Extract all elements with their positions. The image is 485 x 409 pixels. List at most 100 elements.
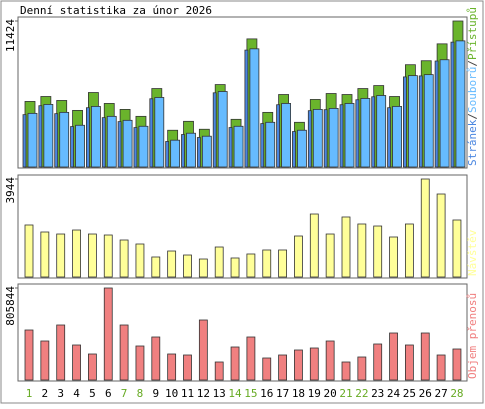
legend-entry: Přístupů <box>466 7 479 60</box>
bar <box>40 340 50 381</box>
bar <box>436 193 446 278</box>
legend: Objem přenosů <box>466 293 479 379</box>
bar <box>138 125 149 168</box>
bar <box>88 233 97 278</box>
bar <box>276 104 281 168</box>
x-tick-label: 14 <box>228 387 242 400</box>
bar <box>233 125 244 168</box>
bar <box>309 213 319 278</box>
bar <box>103 287 113 381</box>
x-tick-label: 19 <box>308 387 321 400</box>
bar <box>294 235 303 278</box>
x-tick-label: 6 <box>105 387 112 400</box>
bar <box>355 99 360 168</box>
bar <box>341 216 351 278</box>
bar <box>407 75 418 168</box>
bar <box>117 121 122 168</box>
bar <box>133 127 138 168</box>
bar <box>24 329 34 381</box>
bar <box>392 106 402 168</box>
x-tick-label: 4 <box>73 387 80 400</box>
bar <box>371 96 376 168</box>
bar <box>230 346 240 381</box>
bar <box>40 231 50 278</box>
bar <box>135 243 145 278</box>
bar <box>436 354 446 381</box>
bar <box>260 123 265 168</box>
bar <box>244 49 249 168</box>
bar <box>420 178 430 278</box>
bar <box>198 258 208 278</box>
bar <box>183 354 192 381</box>
bar <box>281 103 292 168</box>
panel-frame <box>17 174 468 279</box>
x-tick-label: 5 <box>89 387 96 400</box>
legend: Stránek/Souborů/Přístupů <box>466 7 479 166</box>
bar <box>165 141 170 168</box>
x-tick-label: 20 <box>324 387 337 400</box>
bar <box>56 233 66 278</box>
x-tick-label: 1 <box>26 387 33 400</box>
bar <box>373 343 383 381</box>
bar <box>325 233 335 278</box>
bar <box>249 48 260 168</box>
bar <box>404 223 414 278</box>
bar <box>228 127 233 168</box>
bar <box>151 336 161 381</box>
bar <box>38 105 43 168</box>
bar <box>119 239 129 278</box>
x-tick-label: 17 <box>276 387 289 400</box>
bar <box>404 344 414 381</box>
bar <box>373 225 383 278</box>
y-tick-label: 11424 <box>4 19 17 52</box>
bar <box>294 349 303 381</box>
bar <box>297 129 307 168</box>
bar <box>101 117 106 168</box>
bar <box>450 41 455 168</box>
bar <box>217 91 228 168</box>
bar <box>339 104 344 168</box>
x-tick-label: 12 <box>197 387 210 400</box>
bar <box>418 75 423 168</box>
bar <box>452 219 462 278</box>
x-tick-label: 8 <box>137 387 144 400</box>
bar <box>135 345 145 381</box>
bar <box>423 74 434 168</box>
x-tick-label: 28 <box>450 387 463 400</box>
bar <box>262 249 272 278</box>
bar <box>307 110 312 168</box>
bar <box>167 250 177 278</box>
x-tick-label: 18 <box>292 387 305 400</box>
x-tick-label: 7 <box>121 387 128 400</box>
bar <box>455 40 466 168</box>
x-tick-label: 3 <box>57 387 64 400</box>
bar <box>357 356 367 381</box>
bar <box>72 229 81 278</box>
bar <box>198 319 208 381</box>
bar <box>389 332 398 381</box>
bar <box>75 124 85 168</box>
legend-entry: Stránek <box>466 119 479 166</box>
bar <box>214 361 224 381</box>
bar <box>167 353 177 381</box>
y-tick-label: 3944 <box>4 177 17 204</box>
panel-frame <box>17 283 468 382</box>
bar <box>323 109 328 168</box>
bar <box>312 109 323 168</box>
x-tick-label: 9 <box>152 387 159 400</box>
bar <box>22 114 27 168</box>
x-tick-label: 15 <box>244 387 257 400</box>
chart-title: Denní statistika za únor 2026 <box>20 4 212 17</box>
bar <box>439 59 450 168</box>
y-tick-label: 805844 <box>4 286 17 326</box>
bar <box>214 246 224 278</box>
bar <box>309 347 319 381</box>
x-tick-label: 13 <box>213 387 226 400</box>
bar <box>360 98 371 168</box>
x-tick-label: 25 <box>403 387 416 400</box>
bar <box>54 113 59 168</box>
bar <box>56 324 66 381</box>
bar <box>24 224 34 278</box>
